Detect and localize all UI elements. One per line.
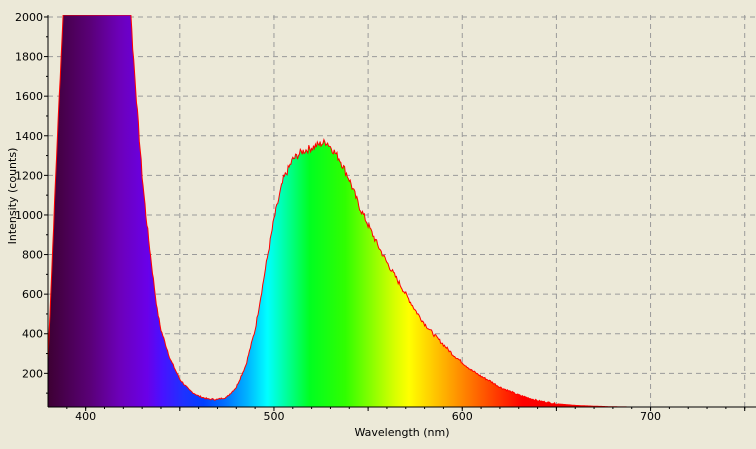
y-axis-label: Intensity (counts): [6, 148, 19, 245]
spectrum-fill: [48, 15, 756, 407]
y-tick-label: 2000: [15, 11, 43, 24]
y-tick-label: 1200: [15, 169, 43, 182]
spectrum-line: [48, 15, 756, 407]
y-tick-label: 1000: [15, 209, 43, 222]
x-tick-label: 700: [640, 410, 661, 423]
y-tick-label: 400: [22, 328, 43, 341]
y-tick-label: 1400: [15, 130, 43, 143]
y-tick-label: 600: [22, 288, 43, 301]
x-tick-label: 500: [263, 410, 284, 423]
y-tick-labels: 200 400 600 800 1000 1200 1400 1600 1800 2000: [15, 11, 43, 380]
y-tick-label: 1800: [15, 51, 43, 64]
y-tick-label: 1600: [15, 90, 43, 103]
axes: [44, 15, 756, 411]
y-tick-label: 800: [22, 249, 43, 262]
spectrum-area: [48, 15, 756, 407]
y-tick-label: 200: [22, 367, 43, 380]
x-tick-labels: 400 500 600 700: [75, 410, 661, 423]
x-tick-label: 600: [452, 410, 473, 423]
x-axis-label: Wavelength (nm): [354, 426, 449, 439]
x-tick-label: 400: [75, 410, 96, 423]
